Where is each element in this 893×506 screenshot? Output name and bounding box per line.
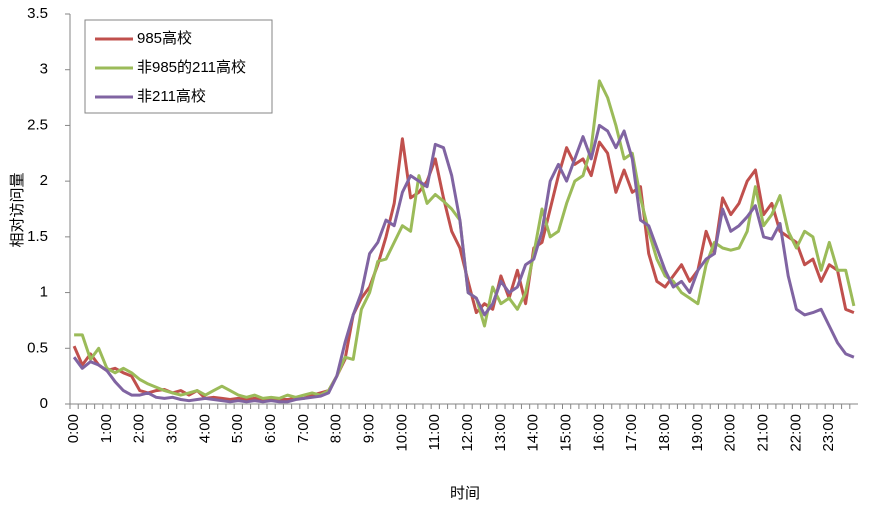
x-tick-label: 20:00 xyxy=(722,414,739,452)
legend-label: 非985的211高校 xyxy=(137,59,246,76)
x-tick-label: 12:00 xyxy=(459,414,476,452)
x-tick-label: 11:00 xyxy=(426,414,443,450)
y-tick-label: 3 xyxy=(40,61,48,78)
x-tick-label: 19:00 xyxy=(689,414,706,452)
y-tick-label: 2 xyxy=(40,172,48,189)
x-tick-label: 9:00 xyxy=(361,414,378,443)
x-tick-label: 23:00 xyxy=(820,414,837,452)
legend-label: 985高校 xyxy=(137,30,192,47)
x-tick-label: 8:00 xyxy=(328,414,345,443)
x-tick-label: 10:00 xyxy=(393,414,410,452)
x-tick-label: 15:00 xyxy=(558,414,575,452)
y-tick-label: 1 xyxy=(40,284,48,301)
x-axis-label: 时间 xyxy=(450,485,480,502)
series-line xyxy=(72,123,855,404)
x-tick-label: 4:00 xyxy=(196,414,213,443)
x-tick-label: 6:00 xyxy=(262,414,279,443)
x-tick-label: 14:00 xyxy=(525,414,542,452)
legend-label: 非211高校 xyxy=(137,88,206,105)
y-tick-label: 2.5 xyxy=(27,116,48,133)
x-tick-label: 2:00 xyxy=(131,414,148,443)
x-tick-label: 18:00 xyxy=(656,414,673,452)
x-tick-label: 17:00 xyxy=(623,414,640,452)
y-tick-label: 0.5 xyxy=(27,339,48,356)
x-tick-label: 1:00 xyxy=(98,414,115,443)
series-line xyxy=(74,79,856,400)
x-tick-label: 0:00 xyxy=(65,414,82,443)
x-tick-label: 13:00 xyxy=(492,414,509,452)
x-tick-label: 5:00 xyxy=(229,414,246,443)
x-tick-label: 21:00 xyxy=(755,414,772,452)
y-tick-label: 3.5 xyxy=(27,5,48,22)
x-tick-label: 22:00 xyxy=(787,414,804,452)
x-tick-label: 3:00 xyxy=(164,414,181,443)
x-tick-label: 16:00 xyxy=(590,414,607,452)
y-tick-label: 1.5 xyxy=(27,228,48,245)
x-tick-label: 7:00 xyxy=(295,414,312,443)
y-tick-label: 0 xyxy=(40,395,48,412)
y-axis-label: 相对访问量 xyxy=(9,172,26,247)
